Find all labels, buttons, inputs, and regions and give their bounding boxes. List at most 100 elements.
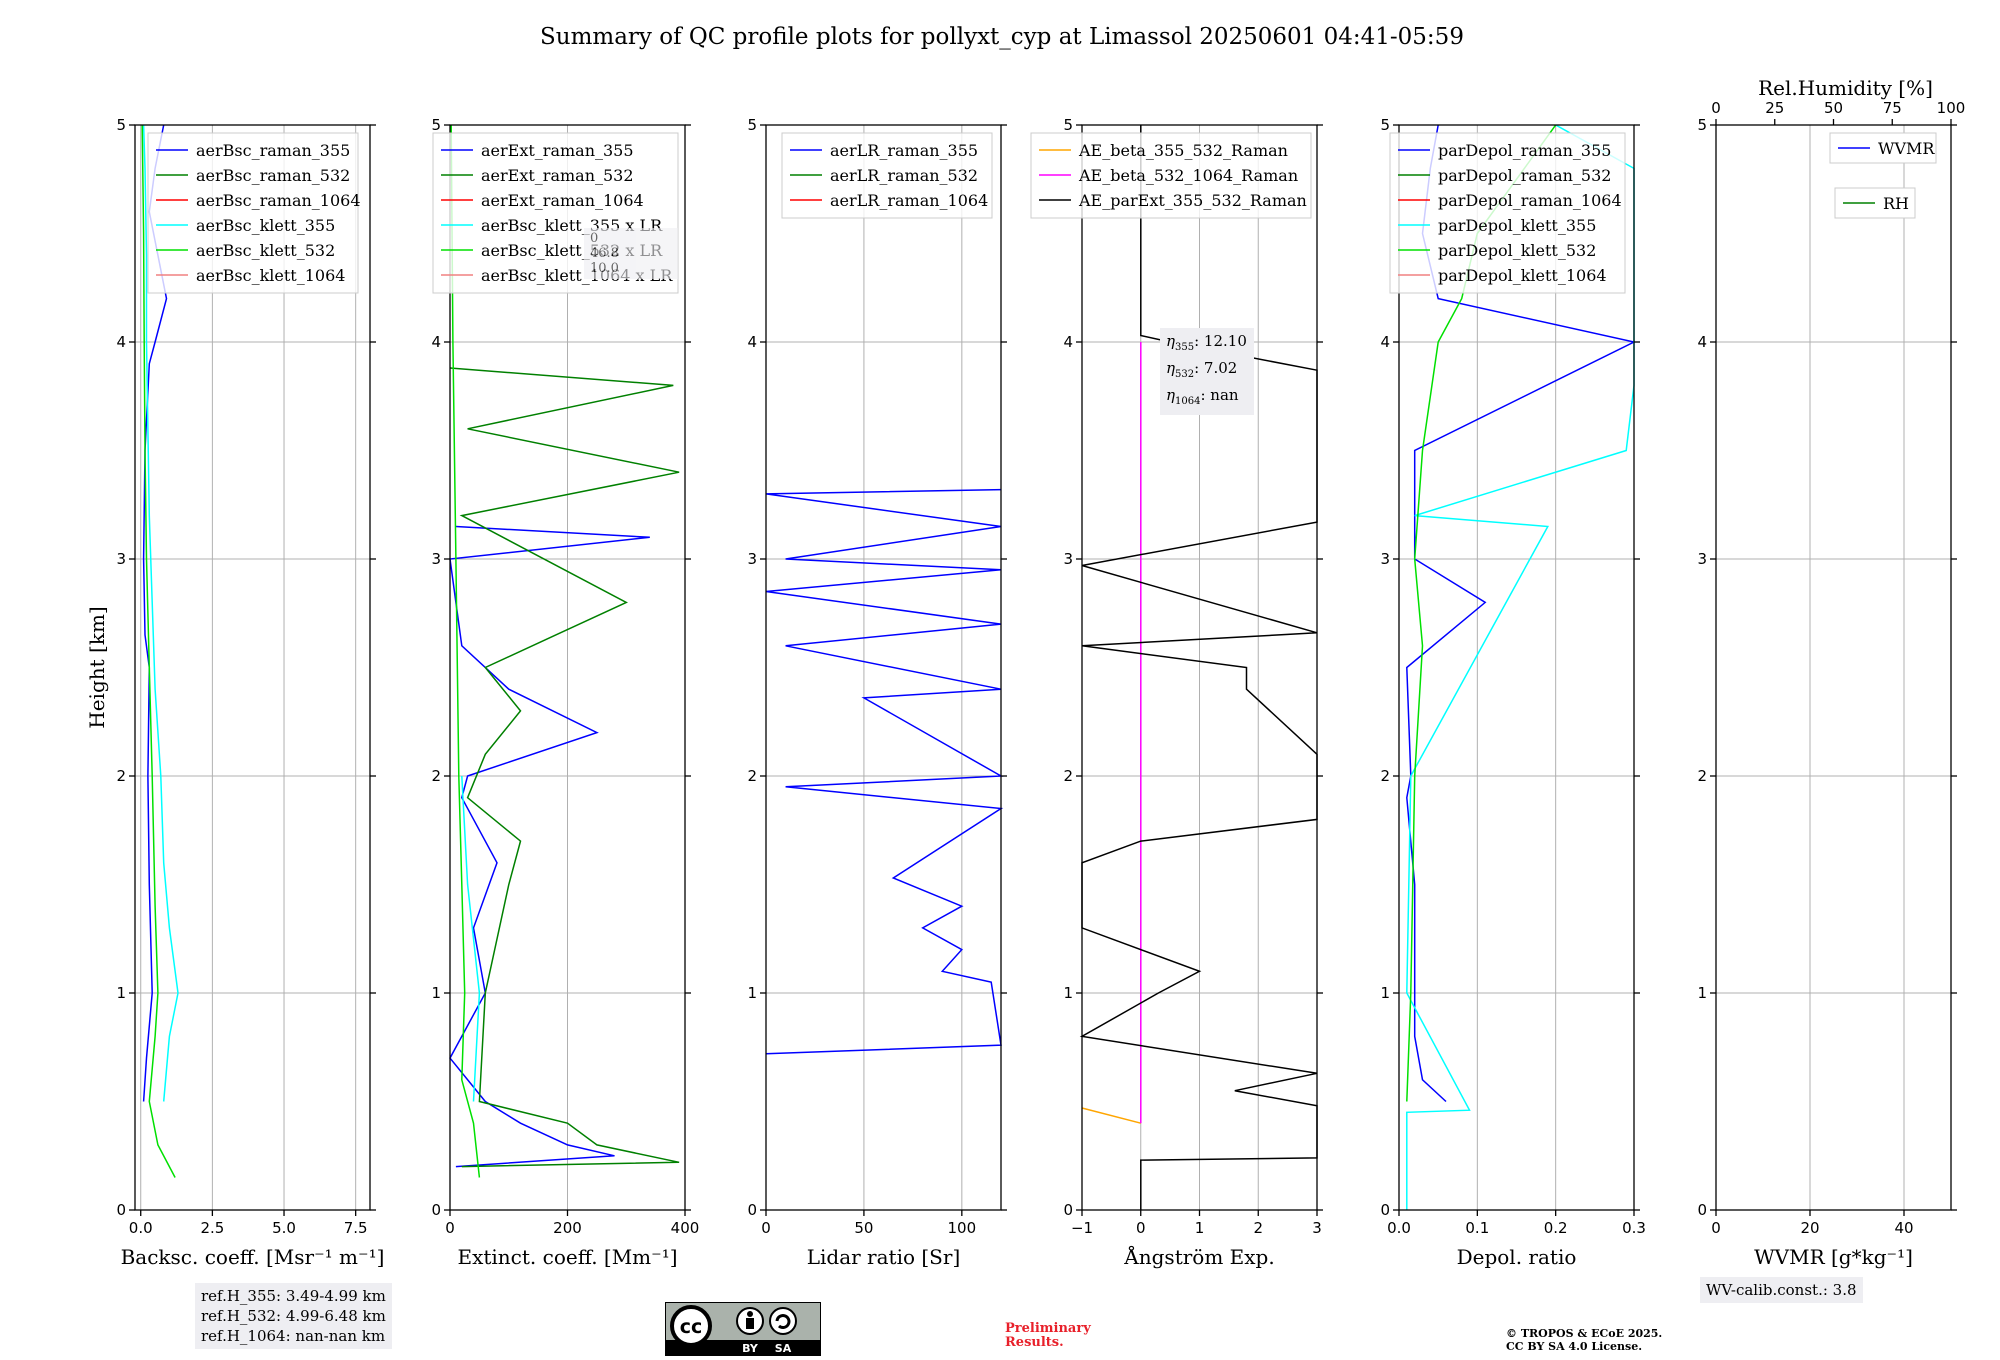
- wv-calibration-box: WV-calib.const.: 3.8: [1700, 1277, 1863, 1303]
- x-tick-label: 2.5: [200, 1219, 224, 1237]
- y-tick-label: 3: [431, 550, 441, 568]
- legend-label-RH: RH: [1883, 194, 1909, 213]
- eta532-value: 7.02: [1203, 359, 1238, 377]
- x-tick-label: 1: [1195, 1219, 1205, 1237]
- x-tick-label: 0: [1136, 1219, 1146, 1237]
- x-tick-label: 2: [1253, 1219, 1263, 1237]
- preliminary-results-note: Preliminary Results.: [1005, 1322, 1091, 1350]
- x-tick-label: 200: [553, 1219, 582, 1237]
- sa-share-alike-icon: [769, 1307, 797, 1335]
- x-tick-label: 0.2: [1544, 1219, 1568, 1237]
- y-tick-label: 0: [116, 1201, 126, 1219]
- cc-logo-text: cc: [680, 1316, 703, 1338]
- legend-label-AE_beta_532_1064_Raman: AE_beta_532_1064_Raman: [1078, 166, 1298, 185]
- series-line-aerLR_raman_355: [765, 488, 1004, 1055]
- y-tick-label: 3: [1380, 550, 1390, 568]
- x-tick-label: 0.3: [1622, 1219, 1646, 1237]
- legend: WVMR RH: [1829, 132, 1937, 219]
- panel-backscatter: 0 1 2 3 4 5 0.0 2.5 5.0 7.5 Backsc. coeff. [Msr⁻¹ …: [85, 116, 384, 1269]
- y-tick-label: 4: [1697, 333, 1707, 351]
- refh-355: ref.H_355: 3.49-4.99 km: [201, 1287, 386, 1305]
- legend-box: [1030, 132, 1312, 219]
- copyright-line-1: © TROPOS & ECoE 2025.: [1506, 1327, 1663, 1340]
- copyright-note: © TROPOS & ECoE 2025. CC BY SA 4.0 Licen…: [1506, 1327, 1662, 1353]
- x-axis-label: WVMR [g*kg⁻¹]: [1754, 1245, 1913, 1269]
- preliminary-line-1: Preliminary: [1005, 1321, 1091, 1336]
- y-tick-label: 0: [1697, 1201, 1707, 1219]
- y-tick-label: 5: [1063, 116, 1073, 134]
- y-tick-label: 2: [1063, 767, 1073, 785]
- legend-label-aerLR_raman_355: aerLR_raman_355: [830, 141, 978, 160]
- y-tick-label: 2: [747, 767, 757, 785]
- legend-box: [147, 132, 359, 294]
- legend-label-aerBsc_klett_1064: aerBsc_klett_1064: [196, 266, 345, 285]
- x-tick-label: 0.1: [1465, 1219, 1489, 1237]
- legend: parDepol_raman_355 parDepol_raman_532 parD…: [1389, 132, 1626, 294]
- y-tick-label: 5: [431, 116, 441, 134]
- y-tick-label: 4: [1063, 333, 1073, 351]
- legend-label-parDepol_raman_355: parDepol_raman_355: [1438, 141, 1611, 160]
- eta355-value: 12.10: [1203, 332, 1247, 350]
- y-tick-label: 0: [747, 1201, 757, 1219]
- x-tick-label: 5.0: [272, 1219, 296, 1237]
- legend-label-aerExt_raman_1064: aerExt_raman_1064: [481, 191, 644, 210]
- legend: AE_beta_355_532_Raman AE_beta_532_1064_Ra…: [1030, 132, 1312, 219]
- y-tick-label: 5: [747, 116, 757, 134]
- series-line-AE_beta_355_532_Raman: [1081, 1107, 1141, 1124]
- y-tick-label: 1: [1063, 984, 1073, 1002]
- legend-label-aerBsc_raman_532: aerBsc_raman_532: [196, 166, 350, 185]
- y-tick-label: 2: [116, 767, 126, 785]
- y-tick-label: 0: [431, 1201, 441, 1219]
- hidden-annotation-2: 46.8: [590, 246, 619, 261]
- y-axis-label: Height [km]: [85, 606, 109, 728]
- top-x-tick-label: 0: [1711, 99, 1721, 117]
- cc-license-badge: cc BY SA: [665, 1302, 821, 1356]
- y-tick-label: 2: [1380, 767, 1390, 785]
- x-tick-label: 0.0: [129, 1219, 153, 1237]
- x-tick-label: 3: [1312, 1219, 1322, 1237]
- legend-label-parDepol_klett_1064: parDepol_klett_1064: [1438, 266, 1607, 285]
- legend: aerBsc_raman_355 aerBsc_raman_532 aerBsc_r…: [147, 132, 361, 294]
- refh-1064: ref.H_1064: nan-nan km: [201, 1327, 386, 1345]
- figure-title: Summary of QC profile plots for pollyxt_…: [540, 24, 1464, 50]
- y-tick-label: 5: [1697, 116, 1707, 134]
- legend-label-aerBsc_klett_355: aerBsc_klett_355: [196, 216, 335, 235]
- x-axis-label: Extinct. coeff. [Mm⁻¹]: [457, 1245, 677, 1269]
- y-tick-label: 1: [116, 984, 126, 1002]
- y-tick-label: 0: [1063, 1201, 1073, 1219]
- x-tick-label: 100: [948, 1219, 977, 1237]
- series-line-aerBsc_klett_532 x LR: [450, 124, 481, 1178]
- legend-label-AE_parExt_355_532_Raman: AE_parExt_355_532_Raman: [1078, 191, 1307, 210]
- series-line-aerBsc_klett_532: [141, 124, 176, 1178]
- legend-label-aerLR_raman_532: aerLR_raman_532: [830, 166, 978, 185]
- x-tick-label: 20: [1800, 1219, 1819, 1237]
- x-tick-label: 0: [761, 1219, 771, 1237]
- x-axis-label: Backsc. coeff. [Msr⁻¹ m⁻¹]: [121, 1245, 385, 1269]
- axes-frame: [134, 124, 371, 1211]
- x-axis-label: Lidar ratio [Sr]: [807, 1245, 961, 1269]
- axes-frame: [1715, 124, 1952, 1211]
- panel-depolarization: 0 1 2 3 4 5 0.0 0.1 0.2 0.3 Depol. ratio parDepol_r…: [1380, 116, 1645, 1269]
- x-tick-label: −1: [1071, 1219, 1093, 1237]
- legend-label-aerExt_raman_355: aerExt_raman_355: [481, 141, 634, 160]
- cc-badge-strip: [666, 1340, 820, 1355]
- hidden-annotation-3: 10.0: [590, 261, 619, 276]
- y-tick-label: 5: [116, 116, 126, 134]
- legend-label-parDepol_raman_1064: parDepol_raman_1064: [1438, 191, 1622, 210]
- y-tick-label: 2: [431, 767, 441, 785]
- eta1064-value: nan: [1210, 386, 1239, 404]
- cc-by-label: BY: [742, 1342, 759, 1355]
- y-tick-label: 5: [1380, 116, 1390, 134]
- wv-calibration-text: WV-calib.const.: 3.8: [1706, 1281, 1857, 1299]
- legend-label-aerLR_raman_1064: aerLR_raman_1064: [830, 191, 988, 210]
- hidden-extinction-annotation: 0 46.8 10.0: [584, 228, 678, 279]
- top-x-tick-label: 75: [1883, 99, 1902, 117]
- y-tick-label: 4: [116, 333, 126, 351]
- x-axis-label: Depol. ratio: [1457, 1245, 1577, 1269]
- y-tick-label: 2: [1697, 767, 1707, 785]
- y-tick-label: 3: [116, 550, 126, 568]
- refh-532: ref.H_532: 4.99-6.48 km: [201, 1307, 386, 1325]
